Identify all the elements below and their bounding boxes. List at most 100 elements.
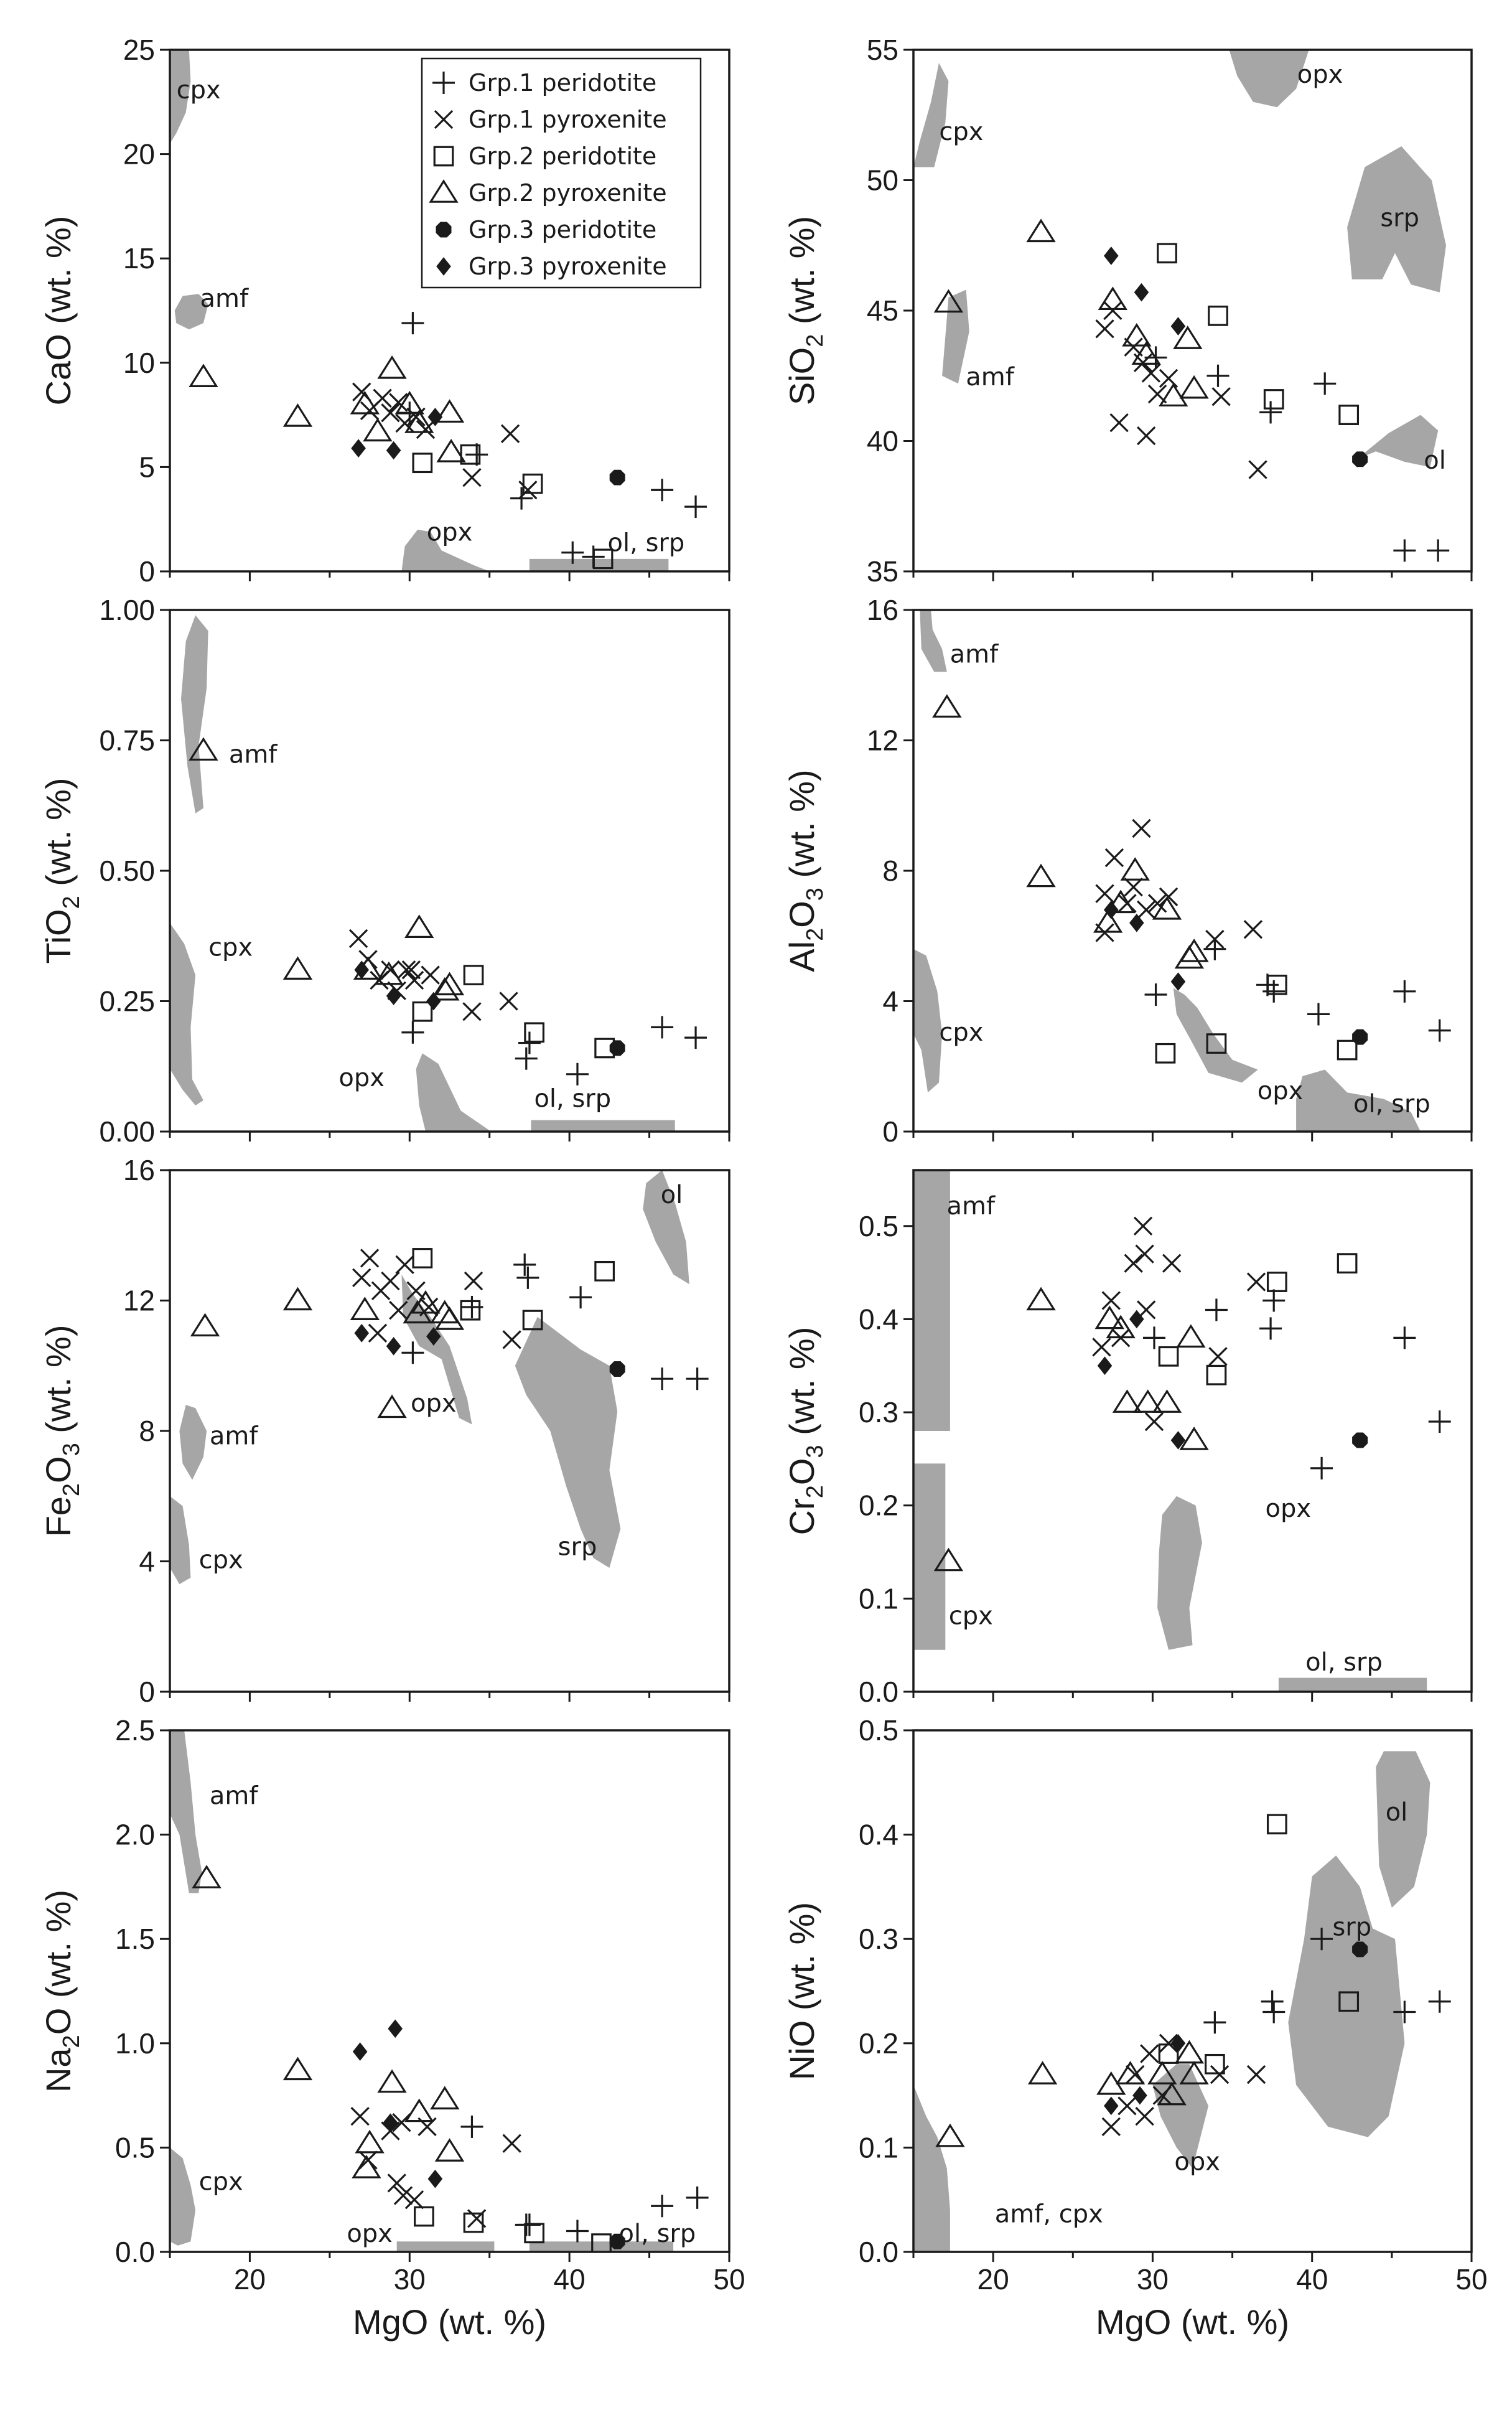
point-g1p [1428, 1410, 1451, 1433]
point-g2p [1266, 1814, 1287, 1835]
point-g2x [189, 363, 218, 388]
point-g2x [189, 737, 218, 761]
y-tick-label: 15 [123, 242, 155, 274]
y-tick-label: 0.0 [115, 2236, 155, 2268]
point-g1x [1104, 848, 1124, 868]
field-label: cpx [177, 76, 221, 105]
plot-frame [912, 1729, 1473, 2253]
point-g2x [1173, 326, 1203, 349]
legend-marker-g2x [429, 179, 459, 203]
point-g2x [355, 2129, 385, 2154]
point-g1x [1141, 363, 1161, 383]
legend-label: Grp.1 pyroxenite [469, 106, 667, 133]
point-g2p [1338, 405, 1360, 425]
point-g3x [351, 439, 366, 458]
point-g1p [1206, 364, 1230, 387]
point-g1x [462, 467, 482, 487]
field-label: cpx [949, 1601, 993, 1630]
plot-frame [912, 1169, 1473, 1693]
y-axis-title-subscript: 2 [802, 928, 828, 941]
y-tick-label: 1.00 [99, 594, 155, 626]
y-tick-label: 0.1 [859, 1582, 898, 1615]
point-g2x [1179, 1427, 1209, 1450]
point-g1p [1393, 2000, 1416, 2023]
data-points [190, 1248, 709, 1418]
field-label: amf, cpx [995, 2200, 1103, 2228]
panel-nio: ol srp opx amf, cpx 0.0 0.1 0.2 0.3 0.4 0.5 20 30 40… [782, 1714, 1488, 2342]
point-g1x [1140, 2044, 1159, 2063]
point-g1p [686, 1367, 709, 1390]
y-tick-label: 2.5 [115, 1714, 155, 1747]
field-amf [913, 1170, 950, 1431]
point-g2x [404, 914, 434, 938]
y-tick-label: 0.4 [859, 1819, 898, 1851]
y-axis-title: Al2O3 (wt. %) [782, 769, 828, 972]
point-g3x [1103, 2096, 1119, 2116]
field-cpx [913, 1463, 946, 1650]
point-g3x [383, 2113, 398, 2132]
field-opx [1173, 988, 1258, 1083]
point-g1p [684, 495, 707, 518]
point-g2x [436, 439, 466, 462]
y-axis-title-part: Cr [782, 1498, 821, 1535]
y-tick-label: 0.1 [859, 2131, 898, 2164]
legend-box [421, 57, 702, 289]
y-tick-label: 20 [123, 138, 155, 171]
data-points [192, 1865, 709, 2252]
y-tick-label: 45 [867, 294, 898, 327]
point-g2x [404, 410, 434, 433]
point-g2x [1133, 1389, 1163, 1413]
field-ol-srp [529, 2241, 674, 2252]
point-g1x [350, 2106, 370, 2126]
point-g1p [651, 479, 674, 502]
point-g2p [1338, 1991, 1360, 2012]
point-g2p [1337, 1039, 1358, 1061]
point-g1x [1092, 1338, 1111, 1357]
point-g1x [392, 2113, 411, 2132]
point-g2x [1106, 1315, 1136, 1339]
point-g1x [368, 1323, 388, 1343]
point-g1x [502, 1330, 521, 1349]
field-srp [515, 1316, 621, 1568]
field-label: amf [210, 1781, 258, 1810]
point-g2x [932, 694, 962, 718]
point-g1x [1159, 368, 1178, 388]
point-g1x [381, 1271, 400, 1291]
y-axis-title-part: O [782, 1458, 821, 1486]
point-g3x [1170, 317, 1186, 335]
point-g2x [1174, 2040, 1205, 2064]
point-g3x [1170, 972, 1186, 991]
point-g1p [401, 1021, 424, 1044]
y-tick-label: 12 [867, 724, 898, 757]
y-tick-label: 0 [139, 555, 155, 588]
point-g2x [411, 1290, 441, 1314]
point-g2p [524, 2223, 544, 2244]
point-g1x [464, 1271, 483, 1291]
y-tick-label: 16 [867, 594, 898, 626]
mineral-fields [913, 1751, 1430, 2252]
point-g2x [1152, 896, 1182, 920]
point-g1x [421, 965, 440, 985]
point-g1x [387, 2173, 406, 2193]
field-cpx [170, 50, 191, 144]
y-axis-title-part: (wt. %) [39, 777, 78, 896]
point-g1x [395, 1255, 414, 1275]
y-tick-label: 35 [867, 555, 898, 588]
point-g1p [1259, 1317, 1282, 1340]
point-g2p [460, 444, 481, 465]
point-g2p [592, 548, 614, 570]
point-g2x [1106, 889, 1136, 914]
point-g1x [1101, 1291, 1121, 1310]
point-g1x [1095, 319, 1114, 339]
y-axis-title-part: (wt. %) [782, 216, 821, 334]
point-g2p [522, 473, 543, 494]
point-g3x [1170, 2033, 1186, 2053]
point-g2p [1266, 974, 1287, 995]
point-g1x [1095, 884, 1114, 903]
data-points [189, 737, 707, 1085]
point-g1p [1261, 1990, 1284, 2013]
plot-frame [169, 1729, 730, 2253]
field-label: amf [966, 363, 1014, 392]
point-g1x [348, 929, 368, 949]
